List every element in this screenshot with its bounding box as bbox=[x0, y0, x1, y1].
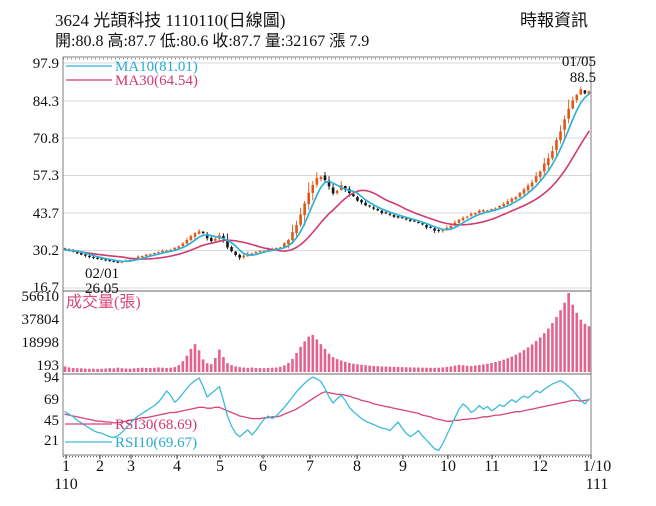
x-axis-month-label: 11 bbox=[484, 458, 499, 475]
x-axis-month-label: 5 bbox=[216, 458, 224, 475]
ohlc-quote-line: 開:80.8 高:87.7 低:80.6 收:87.7 量:32167 漲 7.… bbox=[55, 32, 369, 50]
rsi30-legend-label: RSI30(68.69) bbox=[115, 417, 197, 433]
candlestick-layer bbox=[63, 86, 591, 264]
x-axis-month-label: 1/10 bbox=[583, 458, 611, 475]
price-axis-labels: 97.9 84.3 70.8 57.3 43.7 30.2 16.7 bbox=[33, 56, 60, 296]
x-axis-month-label: 1 bbox=[62, 458, 70, 475]
rsi10-legend-label: RSI10(69.67) bbox=[115, 435, 197, 451]
x-axis-month-label: 9 bbox=[399, 458, 407, 475]
high-date-annotation: 01/05 bbox=[562, 54, 596, 70]
rsi-tick-label: 69 bbox=[44, 392, 59, 408]
source-label: 時報資訊 bbox=[520, 11, 588, 30]
low-price-annotation: 26.05 bbox=[85, 281, 119, 297]
rsi-axis-labels: 94 69 45 21 bbox=[44, 370, 60, 449]
year-right-label: 111 bbox=[586, 476, 609, 493]
price-tick-label: 16.7 bbox=[33, 280, 60, 296]
high-price-annotation: 88.5 bbox=[570, 70, 596, 86]
volume-legend-label: 成交量(張) bbox=[66, 293, 141, 311]
price-gridlines bbox=[63, 62, 591, 289]
x-axis-month-labels: 1 2 3 4 5 6 7 8 9 10 11 12 1/10 bbox=[62, 458, 611, 475]
rsi-pane-border bbox=[62, 373, 592, 456]
rsi-tick-label: 45 bbox=[44, 413, 59, 429]
x-axis-month-label: 3 bbox=[127, 458, 135, 475]
volume-tick-label: 37804 bbox=[22, 312, 60, 328]
rsi-lines bbox=[64, 376, 590, 452]
x-axis-month-label: 7 bbox=[306, 458, 314, 475]
rsi-tick-label: 21 bbox=[44, 433, 59, 449]
low-date-annotation: 02/01 bbox=[85, 266, 119, 282]
rsi-tick-label: 94 bbox=[44, 370, 60, 386]
x-axis-month-label: 4 bbox=[173, 458, 181, 475]
price-tick-label: 84.3 bbox=[33, 94, 59, 110]
price-tick-label: 97.9 bbox=[33, 56, 59, 72]
x-axis-month-label: 2 bbox=[96, 458, 104, 475]
x-axis-month-label: 6 bbox=[259, 458, 267, 475]
price-tick-label: 57.3 bbox=[33, 168, 59, 184]
moving-average-lines bbox=[64, 93, 590, 263]
x-axis-month-label: 8 bbox=[353, 458, 361, 475]
volume-tick-label: 56610 bbox=[22, 289, 60, 305]
price-tick-label: 43.7 bbox=[33, 206, 60, 222]
page-title: 3624 光頡科技 1110110(日線圖) bbox=[55, 11, 285, 30]
x-axis-month-label: 12 bbox=[532, 458, 548, 475]
price-tick-label: 70.8 bbox=[33, 131, 59, 147]
price-tick-label: 30.2 bbox=[33, 243, 59, 259]
volume-tick-label: 18998 bbox=[22, 335, 60, 351]
volume-bars bbox=[63, 293, 591, 372]
x-axis-month-label: 10 bbox=[440, 458, 456, 475]
volume-tick-label: 193 bbox=[37, 358, 60, 374]
ma10-legend-label: MA10(81.01) bbox=[115, 59, 198, 75]
year-left-label: 110 bbox=[54, 476, 77, 493]
volume-axis-labels: 56610 37804 18998 193 bbox=[22, 289, 60, 374]
ma30-legend-label: MA30(64.54) bbox=[115, 73, 198, 89]
x-axis-month-ticks bbox=[65, 455, 592, 459]
